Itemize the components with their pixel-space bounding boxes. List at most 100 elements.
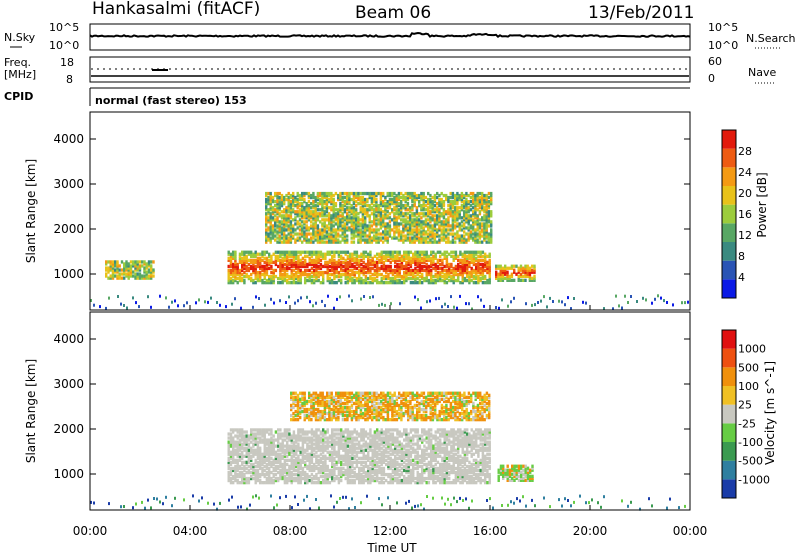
heatmap-cell — [362, 466, 365, 471]
heatmap-cell — [413, 191, 416, 196]
heatmap-cell — [261, 278, 264, 283]
heatmap-cell — [127, 274, 130, 278]
heatmap-cell — [358, 434, 361, 438]
heatmap-cell — [333, 254, 336, 258]
heatmap-cell — [488, 276, 491, 281]
heatmap-cell — [234, 450, 237, 454]
heatmap-cell — [373, 238, 376, 242]
heatmap-cell — [478, 240, 482, 244]
heatmap-cell — [247, 458, 251, 462]
heatmap-cell — [361, 234, 365, 238]
heatmap-cell — [269, 218, 272, 222]
heatmap-cell — [307, 214, 311, 218]
heatmap-cell — [256, 460, 260, 464]
heatmap-cell — [295, 438, 298, 442]
heatmap-cell — [335, 452, 338, 456]
heatmap-cell — [319, 208, 322, 212]
heatmap-cell — [245, 268, 248, 273]
heatmap-cell — [415, 195, 419, 200]
heatmap-cell — [443, 256, 446, 260]
heatmap-cell — [289, 204, 293, 208]
heatmap-cell — [252, 444, 255, 448]
heatmap-cell — [389, 281, 392, 285]
heatmap-cell — [232, 474, 235, 479]
heatmap-cell — [335, 476, 338, 481]
heatmap-cell — [333, 276, 336, 281]
heatmap-cell — [474, 206, 477, 210]
heatmap-cell — [261, 438, 264, 442]
heatmap-cell — [427, 281, 431, 285]
heatmap-cell — [337, 224, 340, 228]
heatmap-cell — [467, 214, 470, 218]
heatmap-cell — [123, 264, 126, 268]
heatmap-cell — [254, 442, 257, 446]
heatmap-cell — [376, 266, 379, 271]
heatmap-cell — [355, 278, 359, 283]
cpid-label: CPID — [4, 90, 33, 103]
heatmap-cell — [123, 304, 125, 307]
heatmap-cell — [386, 236, 389, 240]
heatmap-cell — [238, 274, 242, 279]
heatmap-cell — [288, 295, 290, 299]
heatmap-cell — [433, 204, 437, 208]
heatmap-cell — [331, 470, 334, 475]
heatmap-cell — [378, 432, 381, 436]
heatmap-cell — [152, 270, 155, 274]
heatmap-cell — [306, 262, 309, 267]
heatmap-cell — [414, 295, 416, 299]
heatmap-cell — [449, 206, 452, 210]
heatmap-cell — [227, 462, 230, 467]
heatmap-cell — [286, 436, 289, 440]
heatmap-cell — [297, 462, 300, 467]
heatmap-cell — [274, 450, 278, 454]
heatmap-cell — [472, 254, 476, 258]
heatmap-cell — [314, 210, 317, 214]
heatmap-cell — [288, 260, 291, 264]
heatmap-cell — [396, 274, 399, 279]
heatmap-cell — [468, 281, 471, 285]
heatmap-cell — [315, 438, 318, 442]
heatmap-cell — [475, 276, 478, 281]
heatmap-cell — [268, 258, 271, 262]
heatmap-cell — [463, 230, 466, 234]
heatmap-cell — [487, 220, 491, 224]
heatmap-cell — [402, 195, 405, 200]
heatmap-cell — [371, 440, 374, 444]
heatmap-cell — [427, 278, 431, 283]
heatmap-cell — [387, 481, 390, 485]
heatmap-cell — [467, 228, 470, 232]
noise-ytick-bottom: 10^0 — [49, 39, 79, 52]
heatmap-cell — [411, 195, 414, 200]
heatmap-cell — [404, 236, 407, 240]
heatmap-cell — [349, 268, 352, 273]
heatmap-cell — [359, 195, 362, 200]
heatmap-cell — [308, 444, 311, 448]
heatmap-cell — [403, 272, 406, 277]
heatmap-cell — [353, 258, 356, 262]
heatmap-cell — [476, 191, 479, 196]
heatmap-cell — [479, 268, 482, 273]
heatmap-cell — [409, 214, 412, 218]
heatmap-cell — [406, 228, 410, 232]
heatmap-cell — [268, 428, 271, 432]
heatmap-cell — [460, 206, 464, 210]
heatmap-cell — [431, 236, 434, 240]
heatmap-cell — [283, 222, 286, 226]
heatmap-cell — [400, 236, 403, 240]
heatmap-cell — [418, 228, 421, 232]
heatmap-cell — [296, 197, 299, 202]
heatmap-cell — [343, 210, 347, 214]
heatmap-cell — [281, 268, 284, 273]
heatmap-cell — [346, 220, 349, 224]
heatmap-cell — [341, 197, 344, 202]
heatmap-cell — [268, 274, 271, 279]
heatmap-cell — [252, 268, 255, 273]
heatmap-cell — [475, 256, 478, 260]
heatmap-cell — [247, 448, 251, 452]
heatmap-cell — [447, 197, 450, 202]
heatmap-cell — [395, 220, 398, 224]
heatmap-cell — [279, 446, 282, 450]
heatmap-cell — [243, 446, 246, 450]
heatmap-cell — [238, 440, 242, 444]
heatmap-cell — [395, 230, 398, 234]
